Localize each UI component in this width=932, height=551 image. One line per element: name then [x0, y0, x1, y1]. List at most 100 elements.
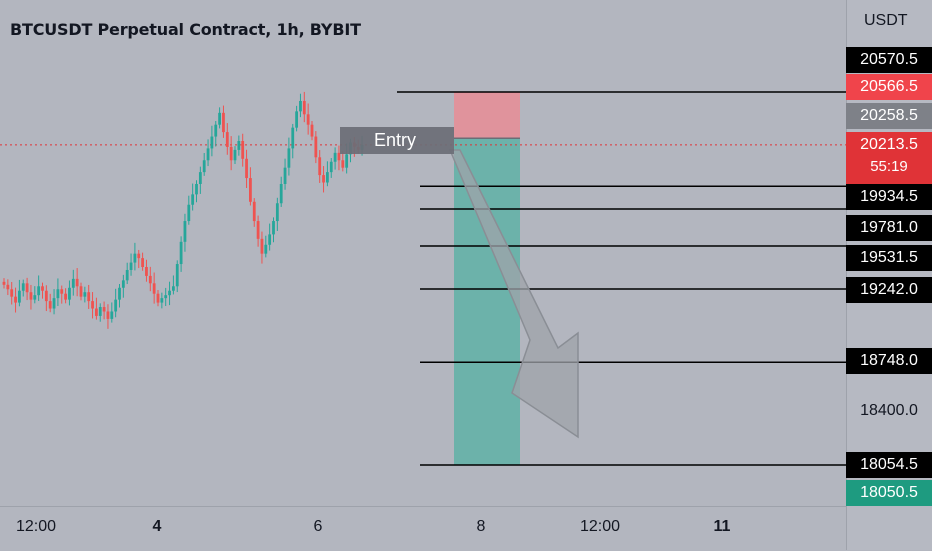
candle-body: [79, 286, 83, 297]
candle-body: [179, 241, 183, 265]
candle-body: [333, 152, 337, 162]
candle-body: [345, 154, 349, 168]
candle-body: [268, 234, 272, 245]
candle-body: [225, 132, 229, 147]
time-axis[interactable]: [0, 506, 846, 551]
price-axis-tick: 18400.0: [860, 402, 918, 419]
price-chart[interactable]: [0, 0, 846, 506]
candle-body: [295, 111, 298, 128]
candle-body: [283, 167, 287, 184]
price-tag: 19934.5: [846, 184, 932, 210]
price-tag: 20570.5: [846, 47, 932, 73]
candle-body: [41, 286, 44, 291]
time-label: 12:00: [15, 518, 57, 535]
candle-body: [322, 175, 325, 183]
candle-body: [241, 140, 245, 159]
candle-body: [326, 172, 329, 183]
candle-body: [129, 262, 133, 270]
candle-body: [37, 286, 41, 296]
candle-body: [260, 238, 264, 254]
candle-body: [198, 172, 202, 184]
price-axis-unit: USDT: [864, 12, 908, 29]
candle-body: [64, 293, 67, 300]
candle-body: [156, 293, 160, 303]
bar-countdown: 55:19: [870, 158, 908, 175]
candle-body: [125, 269, 129, 281]
candle-body: [98, 307, 102, 316]
candle-body: [14, 296, 17, 303]
candle-body: [195, 183, 198, 195]
candle-body: [252, 201, 256, 222]
candle-body: [133, 253, 137, 263]
time-label: 6: [313, 518, 323, 535]
candle-body: [206, 148, 210, 161]
candle-body: [160, 298, 164, 303]
candle-body: [168, 290, 171, 296]
projection-arrow[interactable]: [448, 149, 579, 439]
candle-body: [291, 127, 295, 149]
candle-body: [287, 148, 291, 168]
candle-body: [18, 290, 21, 303]
price-tag: 20213.5: [846, 132, 932, 186]
candle-body: [60, 289, 64, 294]
candle-body: [272, 221, 275, 235]
candle-body: [218, 112, 221, 125]
candle-body: [75, 278, 79, 287]
time-label: 8: [476, 518, 486, 535]
candle-body: [256, 221, 260, 239]
candle-body: [56, 289, 60, 299]
candle-body: [210, 136, 214, 149]
candle-body: [314, 136, 318, 158]
candle-body: [306, 114, 310, 125]
candle-body: [175, 264, 179, 287]
price-tag: 19781.0: [846, 215, 932, 241]
candle-body: [118, 287, 121, 300]
candle-body: [29, 292, 33, 300]
candle-body: [102, 307, 106, 312]
candle-body: [44, 290, 48, 302]
price-tag: 20566.5: [846, 74, 932, 100]
candle-body: [249, 178, 252, 202]
candle-body: [148, 275, 152, 284]
candle-body: [25, 283, 29, 293]
candle-body: [302, 100, 306, 115]
candle-body: [310, 124, 314, 137]
candle-body: [233, 149, 237, 161]
candle-body: [164, 295, 168, 299]
time-label: 4: [152, 518, 162, 535]
candle-body: [214, 124, 218, 137]
candle-body: [21, 283, 25, 291]
candle-body: [191, 194, 195, 205]
stop-loss-zone: [454, 92, 520, 139]
candle-body: [172, 286, 175, 291]
chart-title: BTCUSDT Perpetual Contract, 1h, BYBIT: [10, 20, 361, 39]
entry-label-box[interactable]: [340, 127, 454, 154]
candle-body: [318, 157, 322, 176]
candle-body: [83, 292, 87, 297]
candle-body: [152, 283, 156, 294]
time-label: 11: [713, 518, 731, 535]
candle-body: [87, 292, 91, 302]
candle-body: [341, 160, 345, 168]
price-tag: 18054.5: [846, 452, 932, 478]
candle-body: [183, 221, 187, 242]
candle-body: [264, 244, 268, 254]
candle-body: [237, 140, 241, 150]
price-tag: 18748.0: [846, 348, 932, 374]
candle-body: [91, 301, 94, 309]
candle-body: [329, 161, 333, 173]
candle-body: [299, 100, 302, 112]
candle-body: [52, 298, 56, 309]
candle-body: [71, 278, 75, 288]
candle-body: [6, 284, 10, 290]
candle-body: [229, 146, 233, 161]
candle-body: [145, 267, 148, 276]
time-label: 12:00: [579, 518, 621, 535]
candle-body: [33, 295, 37, 300]
price-tag: 20258.5: [846, 103, 932, 129]
candle-body: [10, 289, 14, 297]
candle-body: [68, 287, 71, 300]
candle-body: [110, 311, 114, 319]
candle-body: [121, 280, 125, 288]
